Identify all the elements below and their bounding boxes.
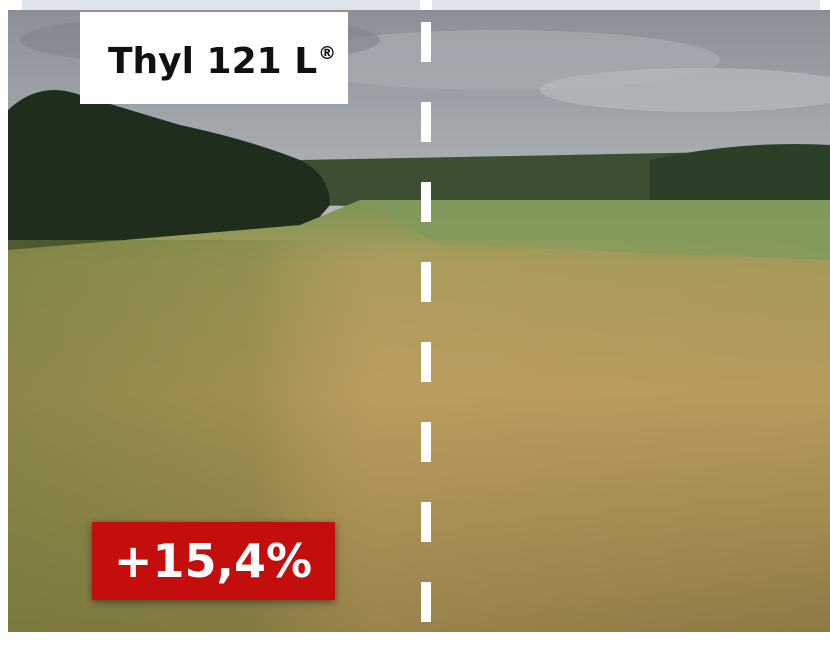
registered-mark: ® — [318, 43, 336, 64]
top-strip — [432, 0, 820, 10]
page: Thyl 121 L® +15,4% (() => { const data =… — [0, 0, 830, 645]
top-strip — [22, 0, 420, 10]
product-name: Thyl 121 L — [108, 41, 317, 82]
badge-text: +15,4% — [114, 534, 312, 588]
scene: Thyl 121 L® +15,4% — [0, 0, 830, 645]
product-label: Thyl 121 L® — [108, 41, 336, 82]
